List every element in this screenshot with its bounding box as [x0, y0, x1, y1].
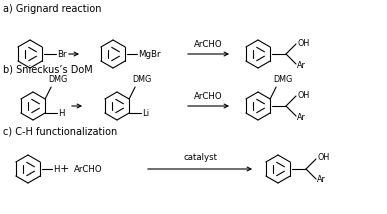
Text: ArCHO: ArCHO — [194, 40, 223, 49]
Text: Ar: Ar — [317, 175, 326, 184]
Text: +: + — [59, 164, 68, 174]
Text: ArCHO: ArCHO — [74, 165, 103, 174]
Text: OH: OH — [297, 39, 309, 48]
Text: H: H — [58, 108, 65, 117]
Text: MgBr: MgBr — [138, 49, 161, 58]
Text: DMG: DMG — [48, 74, 67, 83]
Text: Ar: Ar — [297, 61, 306, 70]
Text: OH: OH — [317, 153, 329, 162]
Text: a) Grignard reaction: a) Grignard reaction — [3, 4, 101, 14]
Text: Li: Li — [142, 108, 149, 117]
Text: Br: Br — [57, 49, 67, 58]
Text: Ar: Ar — [297, 113, 306, 122]
Text: OH: OH — [297, 91, 309, 100]
Text: b) Snieckus’s DoM: b) Snieckus’s DoM — [3, 64, 93, 74]
Text: ArCHO: ArCHO — [194, 92, 223, 101]
Text: DMG: DMG — [132, 74, 151, 83]
Text: c) C-H functionalization: c) C-H functionalization — [3, 127, 117, 137]
Text: H: H — [53, 165, 60, 174]
Text: catalyst: catalyst — [183, 153, 217, 162]
Text: DMG: DMG — [273, 74, 292, 83]
